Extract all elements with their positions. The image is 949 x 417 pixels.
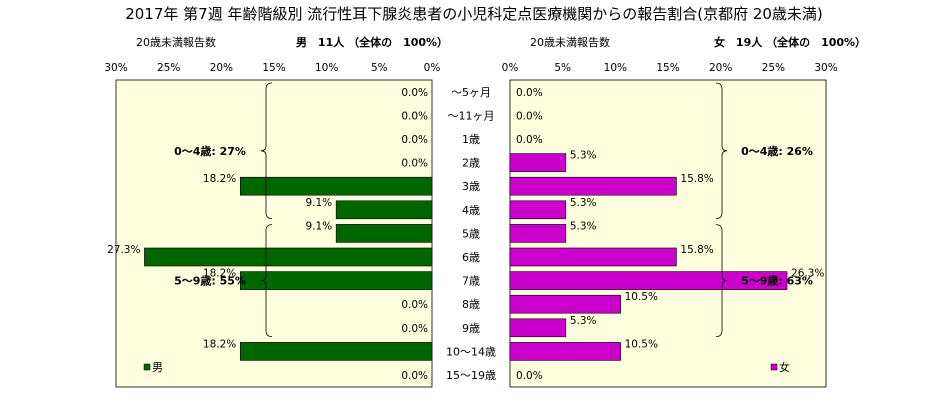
male-value-label: 9.1% xyxy=(305,197,332,209)
male-header-label: 20歳未満報告数 xyxy=(136,36,216,49)
male-value-labels: 0.0% 0.0% 0.0% 0.0% 18.2% 9.1% 9.1% 27.3% 18.2% 0… xyxy=(107,87,428,382)
male-legend-swatch xyxy=(143,363,151,371)
female-bar xyxy=(509,342,621,361)
female-legend-swatch xyxy=(770,363,778,371)
male-value-label: 18.2% xyxy=(203,338,236,350)
male-bar xyxy=(335,200,433,220)
female-value-label: 5.3% xyxy=(570,197,597,209)
female-value-label: 0.0% xyxy=(516,370,543,382)
male-group-bracket xyxy=(260,224,273,337)
female-bar xyxy=(509,271,788,290)
female-value-label: 10.5% xyxy=(625,338,658,350)
female-bar xyxy=(509,176,677,196)
female-tick-label: 0% xyxy=(502,62,519,74)
male-value-label: 0.0% xyxy=(401,323,428,335)
category-label: 10～14歳 xyxy=(446,345,496,358)
male-value-label: 0.0% xyxy=(401,134,428,146)
female-tick-label: 15% xyxy=(656,62,679,74)
female-bar xyxy=(509,247,677,267)
category-label: ～5ヶ月 xyxy=(451,86,491,99)
male-group-label: 5～9歳: 55% xyxy=(174,274,246,288)
female-bar xyxy=(509,200,567,220)
male-value-label: 0.0% xyxy=(401,158,428,170)
male-value-label: 27.3% xyxy=(107,244,140,256)
female-value-label: 26.3% xyxy=(791,268,824,280)
female-value-label: 5.3% xyxy=(570,315,597,327)
male-tick-label: 10% xyxy=(315,62,338,74)
male-bars xyxy=(144,176,433,361)
category-label: 8歳 xyxy=(462,298,480,311)
female-value-label: 5.3% xyxy=(570,220,597,232)
female-bar xyxy=(509,224,567,243)
female-value-label: 15.8% xyxy=(680,244,713,256)
female-group-label: 5～9歳: 63% xyxy=(741,274,813,288)
female-group-bracket xyxy=(715,224,728,337)
female-value-label: 0.0% xyxy=(516,134,543,146)
category-label: ～11ヶ月 xyxy=(448,109,495,122)
male-tick-label: 20% xyxy=(210,62,233,74)
male-bar xyxy=(239,271,433,290)
category-label: 9歳 xyxy=(462,322,480,335)
male-legend-label: 男 xyxy=(152,361,163,374)
female-group-brackets: 0～4歳: 26% 5～9歳: 63% xyxy=(715,82,813,337)
male-header-summary: 男 11人 （全体の 100%） xyxy=(296,35,448,49)
category-label: 3歳 xyxy=(462,180,480,193)
male-bar xyxy=(239,176,433,196)
category-label: 15～19歳 xyxy=(446,369,496,382)
female-tick-labels: 0% 5% 10% 15% 20% 25% 30% xyxy=(502,62,838,74)
chart-title: 2017年 第7週 年齢階級別 流行性耳下腺炎患者の小児科定点医療機関からの報告… xyxy=(125,5,823,23)
male-value-label: 0.0% xyxy=(401,299,428,311)
male-tick-label: 15% xyxy=(262,62,285,74)
male-bar xyxy=(144,247,433,267)
female-bar xyxy=(509,294,621,314)
male-value-label: 0.0% xyxy=(401,370,428,382)
male-value-label: 18.2% xyxy=(203,173,236,185)
male-group-brackets: 0～4歳: 27% 5～9歳: 55% xyxy=(174,82,273,337)
female-tick-label: 5% xyxy=(554,62,571,74)
male-tick-labels: 0% 5% 10% 15% 20% 25% 30% xyxy=(104,62,440,74)
female-tick-label: 25% xyxy=(762,62,785,74)
female-tick-label: 30% xyxy=(814,62,837,74)
male-tick-label: 5% xyxy=(371,62,388,74)
category-label: 2歳 xyxy=(462,157,480,170)
male-value-label: 0.0% xyxy=(401,87,428,99)
male-tick-label: 0% xyxy=(424,62,441,74)
female-group-label: 0～4歳: 26% xyxy=(741,144,813,158)
category-label: 6歳 xyxy=(462,251,480,264)
female-value-label: 15.8% xyxy=(680,173,713,185)
male-group-bracket xyxy=(260,82,273,219)
male-value-label: 18.2% xyxy=(203,268,236,280)
female-value-labels: 0.0% 0.0% 0.0% 5.3% 15.8% 5.3% 5.3% 15.8% 26.3% 1… xyxy=(516,87,824,382)
male-value-label: 9.1% xyxy=(305,220,332,232)
female-tick-label: 10% xyxy=(604,62,627,74)
female-bar xyxy=(509,153,567,172)
male-bar xyxy=(239,342,433,361)
female-header-summary: 女 19人 （全体の 100%） xyxy=(714,35,866,49)
female-value-label: 10.5% xyxy=(625,291,658,303)
female-value-label: 0.0% xyxy=(516,87,543,99)
male-group-label: 0～4歳: 27% xyxy=(174,144,246,158)
male-tick-label: 30% xyxy=(104,62,127,74)
male-bar xyxy=(335,224,433,243)
female-group-bracket xyxy=(715,82,728,219)
female-tick-label: 20% xyxy=(709,62,732,74)
female-bars xyxy=(509,153,788,361)
category-label: 4歳 xyxy=(462,204,480,217)
category-label: 7歳 xyxy=(462,275,480,288)
female-header-label: 20歳未満報告数 xyxy=(530,36,610,49)
category-label: 5歳 xyxy=(462,227,480,240)
female-legend-label: 女 xyxy=(779,360,790,374)
female-value-label: 5.3% xyxy=(570,150,597,162)
female-bar xyxy=(509,318,567,338)
male-tick-label: 25% xyxy=(157,62,180,74)
category-labels: ～5ヶ月 ～11ヶ月 1歳 2歳 3歳 4歳 5歳 6歳 7歳 8歳 9歳 10～14歳 15～19歳 xyxy=(446,86,496,382)
female-value-label: 0.0% xyxy=(516,110,543,122)
category-label: 1歳 xyxy=(462,133,480,146)
male-value-label: 0.0% xyxy=(401,110,428,122)
